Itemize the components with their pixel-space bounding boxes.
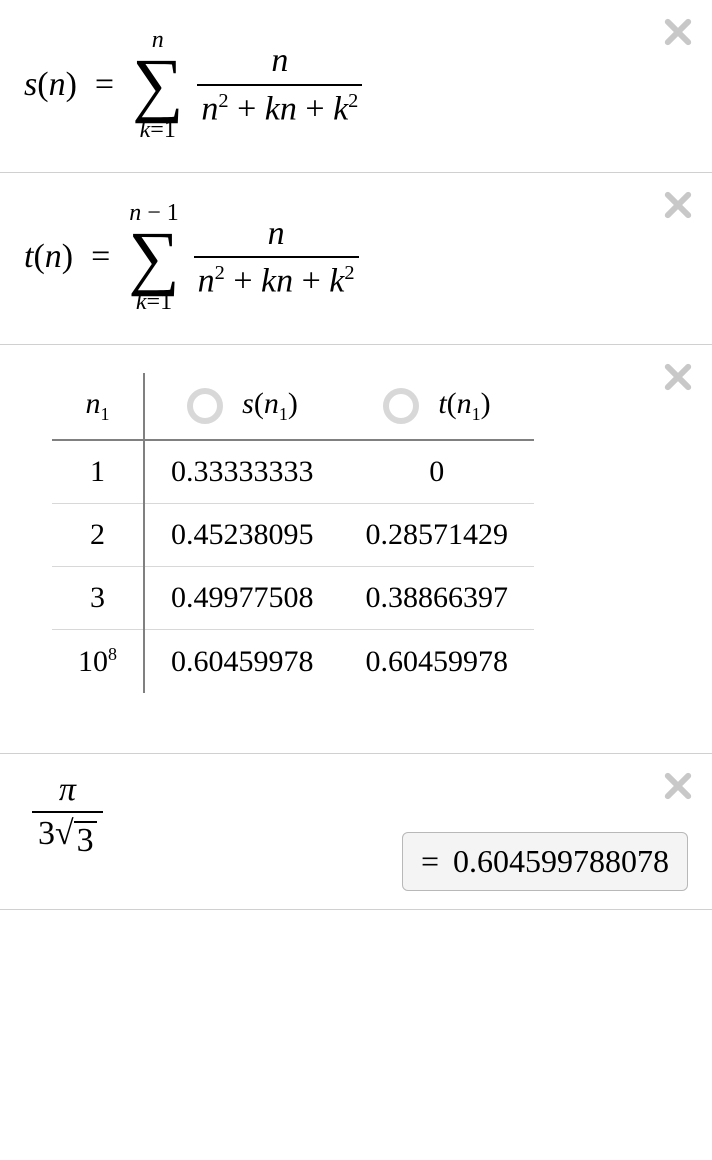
fraction-denominator: n2 + kn + k2 [197, 84, 362, 128]
summand-fraction: n n2 + kn + k2 [194, 215, 359, 300]
sigma-symbol: ∑ [132, 56, 183, 114]
cell-n[interactable]: 108 [52, 630, 144, 694]
summation: n ∑ k=1 [132, 28, 183, 142]
cell-s: 0.33333333 [144, 440, 340, 504]
table-row: 1 0.33333333 0 [52, 440, 534, 504]
col-header-n1: n1 [52, 373, 144, 440]
lhs: t(n) [24, 238, 73, 276]
expression-t-n: t(n) = n − 1 ∑ k=1 n n2 + kn + k2 [24, 191, 688, 315]
sum-lower-limit: k=1 [140, 118, 176, 142]
fraction-denominator: 3√3 [32, 811, 103, 859]
table-row: 108 0.60459978 0.60459978 [52, 630, 534, 694]
equals-sign: = [91, 238, 110, 276]
expression-s-n: s(n) = n ∑ k=1 n n2 + kn + k2 [24, 18, 688, 142]
lhs: s(n) [24, 66, 77, 104]
result-value: 0.604599788078 [453, 843, 669, 879]
cell-t: 0.38866397 [340, 567, 535, 630]
expression-cell-2: t(n) = n − 1 ∑ k=1 n n2 + kn + k2 [0, 173, 712, 346]
close-icon[interactable] [658, 357, 698, 397]
values-table: n1 s(n1) t(n1) 1 0.33333333 0 [52, 373, 534, 693]
cell-t: 0 [340, 440, 535, 504]
fraction-numerator: π [53, 772, 82, 811]
cell-n[interactable]: 3 [52, 567, 144, 630]
result-cell: π 3√3 = 0.604599788078 [0, 754, 712, 910]
summation: n − 1 ∑ k=1 [128, 201, 179, 315]
cell-t: 0.28571429 [340, 504, 535, 567]
close-icon[interactable] [658, 185, 698, 225]
result-output: = 0.604599788078 [402, 832, 688, 891]
column-toggle-icon[interactable] [383, 388, 419, 424]
col-header-s-n1: s(n1) [144, 373, 340, 440]
equals-sign: = [421, 843, 439, 879]
fraction-numerator: n [264, 215, 289, 256]
sum-lower-limit: k=1 [136, 290, 172, 314]
table-cell: n1 s(n1) t(n1) 1 0.33333333 0 [0, 345, 712, 754]
close-icon[interactable] [658, 12, 698, 52]
cell-t: 0.60459978 [340, 630, 535, 694]
sigma-symbol: ∑ [128, 229, 179, 287]
equals-sign: = [95, 66, 114, 104]
cell-s: 0.45238095 [144, 504, 340, 567]
table-row: 2 0.45238095 0.28571429 [52, 504, 534, 567]
table-header-row: n1 s(n1) t(n1) [52, 373, 534, 440]
col-header-t-n1: t(n1) [340, 373, 535, 440]
cell-n[interactable]: 2 [52, 504, 144, 567]
table-row: 3 0.49977508 0.38866397 [52, 567, 534, 630]
expression-pi-over-3sqrt3: π 3√3 [32, 772, 103, 858]
fraction-denominator: n2 + kn + k2 [194, 256, 359, 300]
column-toggle-icon[interactable] [187, 388, 223, 424]
summand-fraction: n n2 + kn + k2 [197, 42, 362, 127]
cell-s: 0.60459978 [144, 630, 340, 694]
cell-s: 0.49977508 [144, 567, 340, 630]
expression-cell-1: s(n) = n ∑ k=1 n n2 + kn + k2 [0, 0, 712, 173]
cell-n[interactable]: 1 [52, 440, 144, 504]
close-icon[interactable] [658, 766, 698, 806]
fraction-numerator: n [267, 42, 292, 83]
